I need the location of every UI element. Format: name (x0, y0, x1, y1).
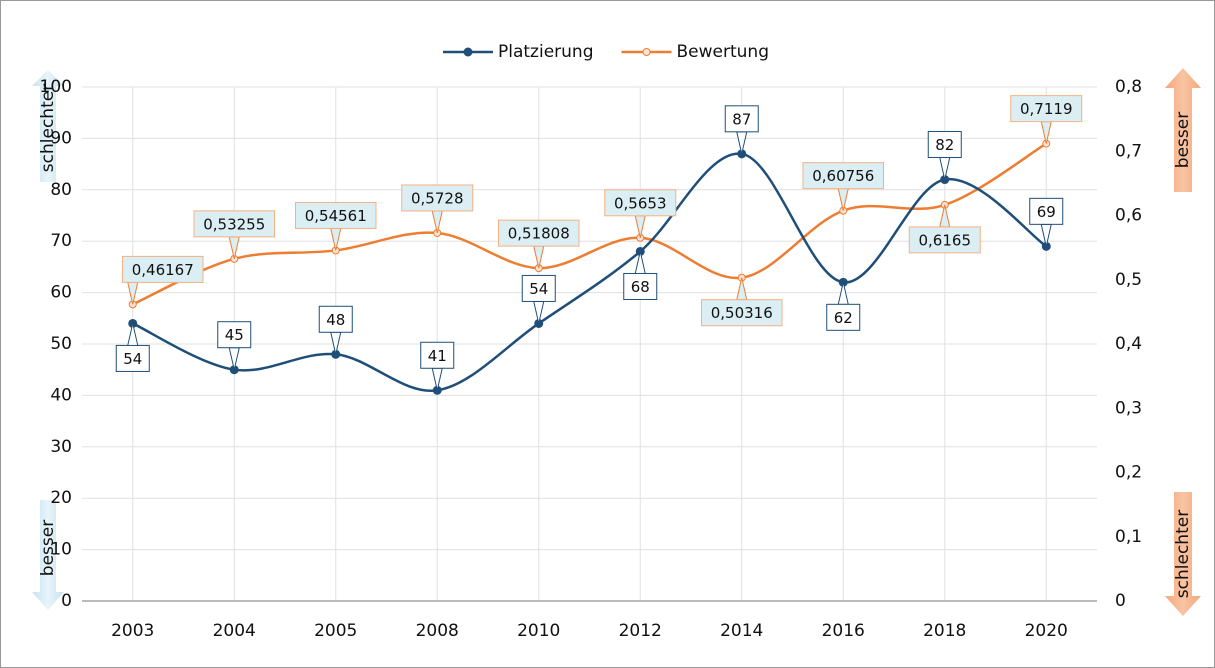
data-label: 0,46167 (132, 261, 194, 279)
legend-label: Bewertung (677, 42, 769, 62)
label-box (401, 184, 474, 212)
arrow-up (1165, 68, 1201, 192)
x-tick-label: 2003 (111, 621, 154, 641)
data-label: 0,50316 (711, 304, 773, 322)
data-label: 0,5728 (411, 189, 464, 207)
y-tick-label: 70 (50, 231, 72, 251)
y-tick-label: 90 (50, 128, 72, 148)
y-tick-label: 10 (50, 540, 72, 560)
label-box (1029, 197, 1064, 225)
label-box (498, 219, 580, 247)
data-label: 41 (428, 347, 447, 365)
arrow-down (32, 500, 64, 610)
label-box (295, 201, 377, 229)
annotation: besser (38, 520, 58, 576)
x-tick-label: 2010 (517, 621, 560, 641)
data-label: 69 (1037, 203, 1056, 221)
label-box (115, 344, 150, 372)
y2-tick-label: 0,7 (1115, 141, 1142, 161)
data-label: 0,54561 (305, 207, 367, 225)
x-tick-label: 2016 (822, 621, 865, 641)
legend-label: Platzierung (498, 42, 594, 62)
label-box (701, 299, 783, 327)
annotation: schlechter (38, 84, 58, 172)
label-box (217, 321, 252, 349)
label-box (193, 210, 275, 238)
y2-tick-label: 0,4 (1115, 334, 1142, 354)
y2-tick-label: 0 (1115, 591, 1126, 611)
annotation: besser (1173, 112, 1193, 168)
x-tick-label: 2020 (1025, 621, 1068, 641)
label-box (1010, 95, 1083, 123)
y2-tick-label: 0,8 (1115, 77, 1142, 97)
y2-tick-label: 0,6 (1115, 206, 1142, 226)
series-line (132, 142, 1047, 306)
label-box (724, 105, 759, 133)
y-tick-label: 30 (50, 437, 72, 457)
x-tick-label: 2018 (923, 621, 966, 641)
y2-tick-label: 0,1 (1115, 527, 1142, 547)
arrow-down (1165, 492, 1201, 616)
label-box (318, 305, 353, 333)
label-box (521, 274, 556, 302)
data-label: 45 (225, 326, 244, 344)
data-label: 0,53255 (203, 215, 265, 233)
annotation: schlechter (1173, 510, 1193, 598)
label-box (826, 303, 861, 331)
data-label: 82 (935, 136, 954, 154)
y-tick-label: 60 (50, 283, 72, 303)
data-label: 48 (326, 311, 345, 329)
x-tick-label: 2012 (619, 621, 662, 641)
data-label: 0,7119 (1020, 100, 1073, 118)
label-box (623, 272, 658, 300)
data-label: 0,60756 (812, 167, 874, 185)
data-label: 0,51808 (508, 225, 570, 243)
y2-tick-label: 0,5 (1115, 270, 1142, 290)
data-label: 0,5653 (614, 194, 667, 212)
y-tick-label: 40 (50, 385, 72, 405)
x-tick-label: 2005 (314, 621, 357, 641)
y-tick-label: 80 (50, 180, 72, 200)
data-label: 54 (123, 350, 142, 368)
label-box (604, 189, 677, 217)
x-tick-label: 2004 (213, 621, 256, 641)
x-tick-label: 2014 (720, 621, 763, 641)
legend-marker (463, 47, 473, 57)
data-label: 54 (529, 280, 548, 298)
data-label: 0,6165 (919, 231, 972, 249)
y2-tick-label: 0,3 (1115, 398, 1142, 418)
label-box (420, 341, 455, 369)
y-tick-label: 0 (61, 591, 72, 611)
series-line (132, 152, 1047, 392)
y-tick-label: 20 (50, 488, 72, 508)
arrow-up (32, 70, 64, 182)
label-box (908, 226, 981, 254)
label-box (927, 131, 962, 159)
y2-tick-label: 0,2 (1115, 463, 1142, 483)
label-box (122, 255, 204, 283)
y-tick-label: 50 (50, 334, 72, 354)
legend-marker (642, 48, 651, 56)
y-tick-label: 100 (40, 77, 72, 97)
data-label: 87 (732, 110, 751, 128)
data-label: 68 (631, 278, 650, 296)
data-label: 62 (834, 309, 853, 327)
label-box (802, 162, 884, 190)
x-tick-label: 2008 (416, 621, 459, 641)
